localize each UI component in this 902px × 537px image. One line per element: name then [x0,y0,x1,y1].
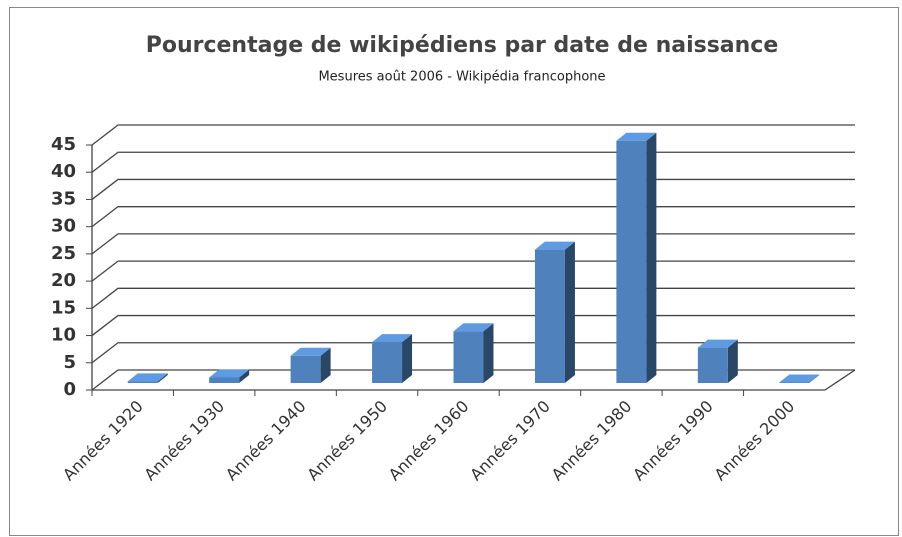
grid-line [91,287,855,309]
grid-line [91,342,855,364]
bar-front [697,347,728,383]
y-tick-label: 15 [51,297,76,318]
bar-front [372,342,403,383]
bar-top [453,323,494,332]
y-tick-label: 40 [51,161,76,182]
bar [697,339,738,383]
bar-side [239,369,250,383]
bar-top [779,374,820,383]
chart-subtitle: Mesures août 2006 - Wikipédia francophon… [318,70,605,85]
chart-title: Pourcentage de wikipédiens par date de n… [146,33,779,58]
chart-frame [9,7,899,536]
grid-line [91,260,855,282]
y-tick-label: 0 [63,379,76,400]
bar-front [127,381,158,383]
grid-line [91,369,855,391]
bar-side [483,323,494,383]
y-tick-label: 25 [51,243,76,264]
bar-front [290,355,321,383]
y-tick-label: 20 [51,270,76,291]
bar [453,323,494,383]
bar-top [534,241,575,250]
bar [372,334,413,383]
bar-top [209,369,250,378]
bar [209,369,250,383]
grid-line [91,233,855,255]
bar-top [372,334,413,343]
grid-line [91,178,855,200]
grid-line [91,314,855,337]
bar [779,374,820,383]
bar-side [564,241,575,383]
y-tick-label: 45 [51,134,76,155]
bar [534,241,575,383]
bar-top [697,339,738,348]
bar-top [127,373,168,382]
bar-front [616,140,647,383]
bar-side [646,132,657,383]
bar [616,132,657,383]
y-tick-label: 30 [51,216,76,237]
bar [127,373,168,383]
bar-top [290,347,331,356]
grid-line [91,124,855,146]
bar-front [779,382,810,383]
bar-side [157,373,168,383]
bar-side [402,334,413,383]
bar [290,347,331,383]
y-tick-label: 35 [51,188,76,209]
bar-side [727,339,738,383]
bar-front [209,377,240,383]
bar-front [534,249,565,383]
bar-side [809,374,820,383]
y-tick-label: 10 [51,325,76,346]
grid-line [91,206,855,228]
y-tick-label: 5 [63,352,76,373]
bar-top [616,132,657,141]
grid-line [91,151,855,173]
bar-side [320,347,331,383]
bar-front [453,331,484,383]
